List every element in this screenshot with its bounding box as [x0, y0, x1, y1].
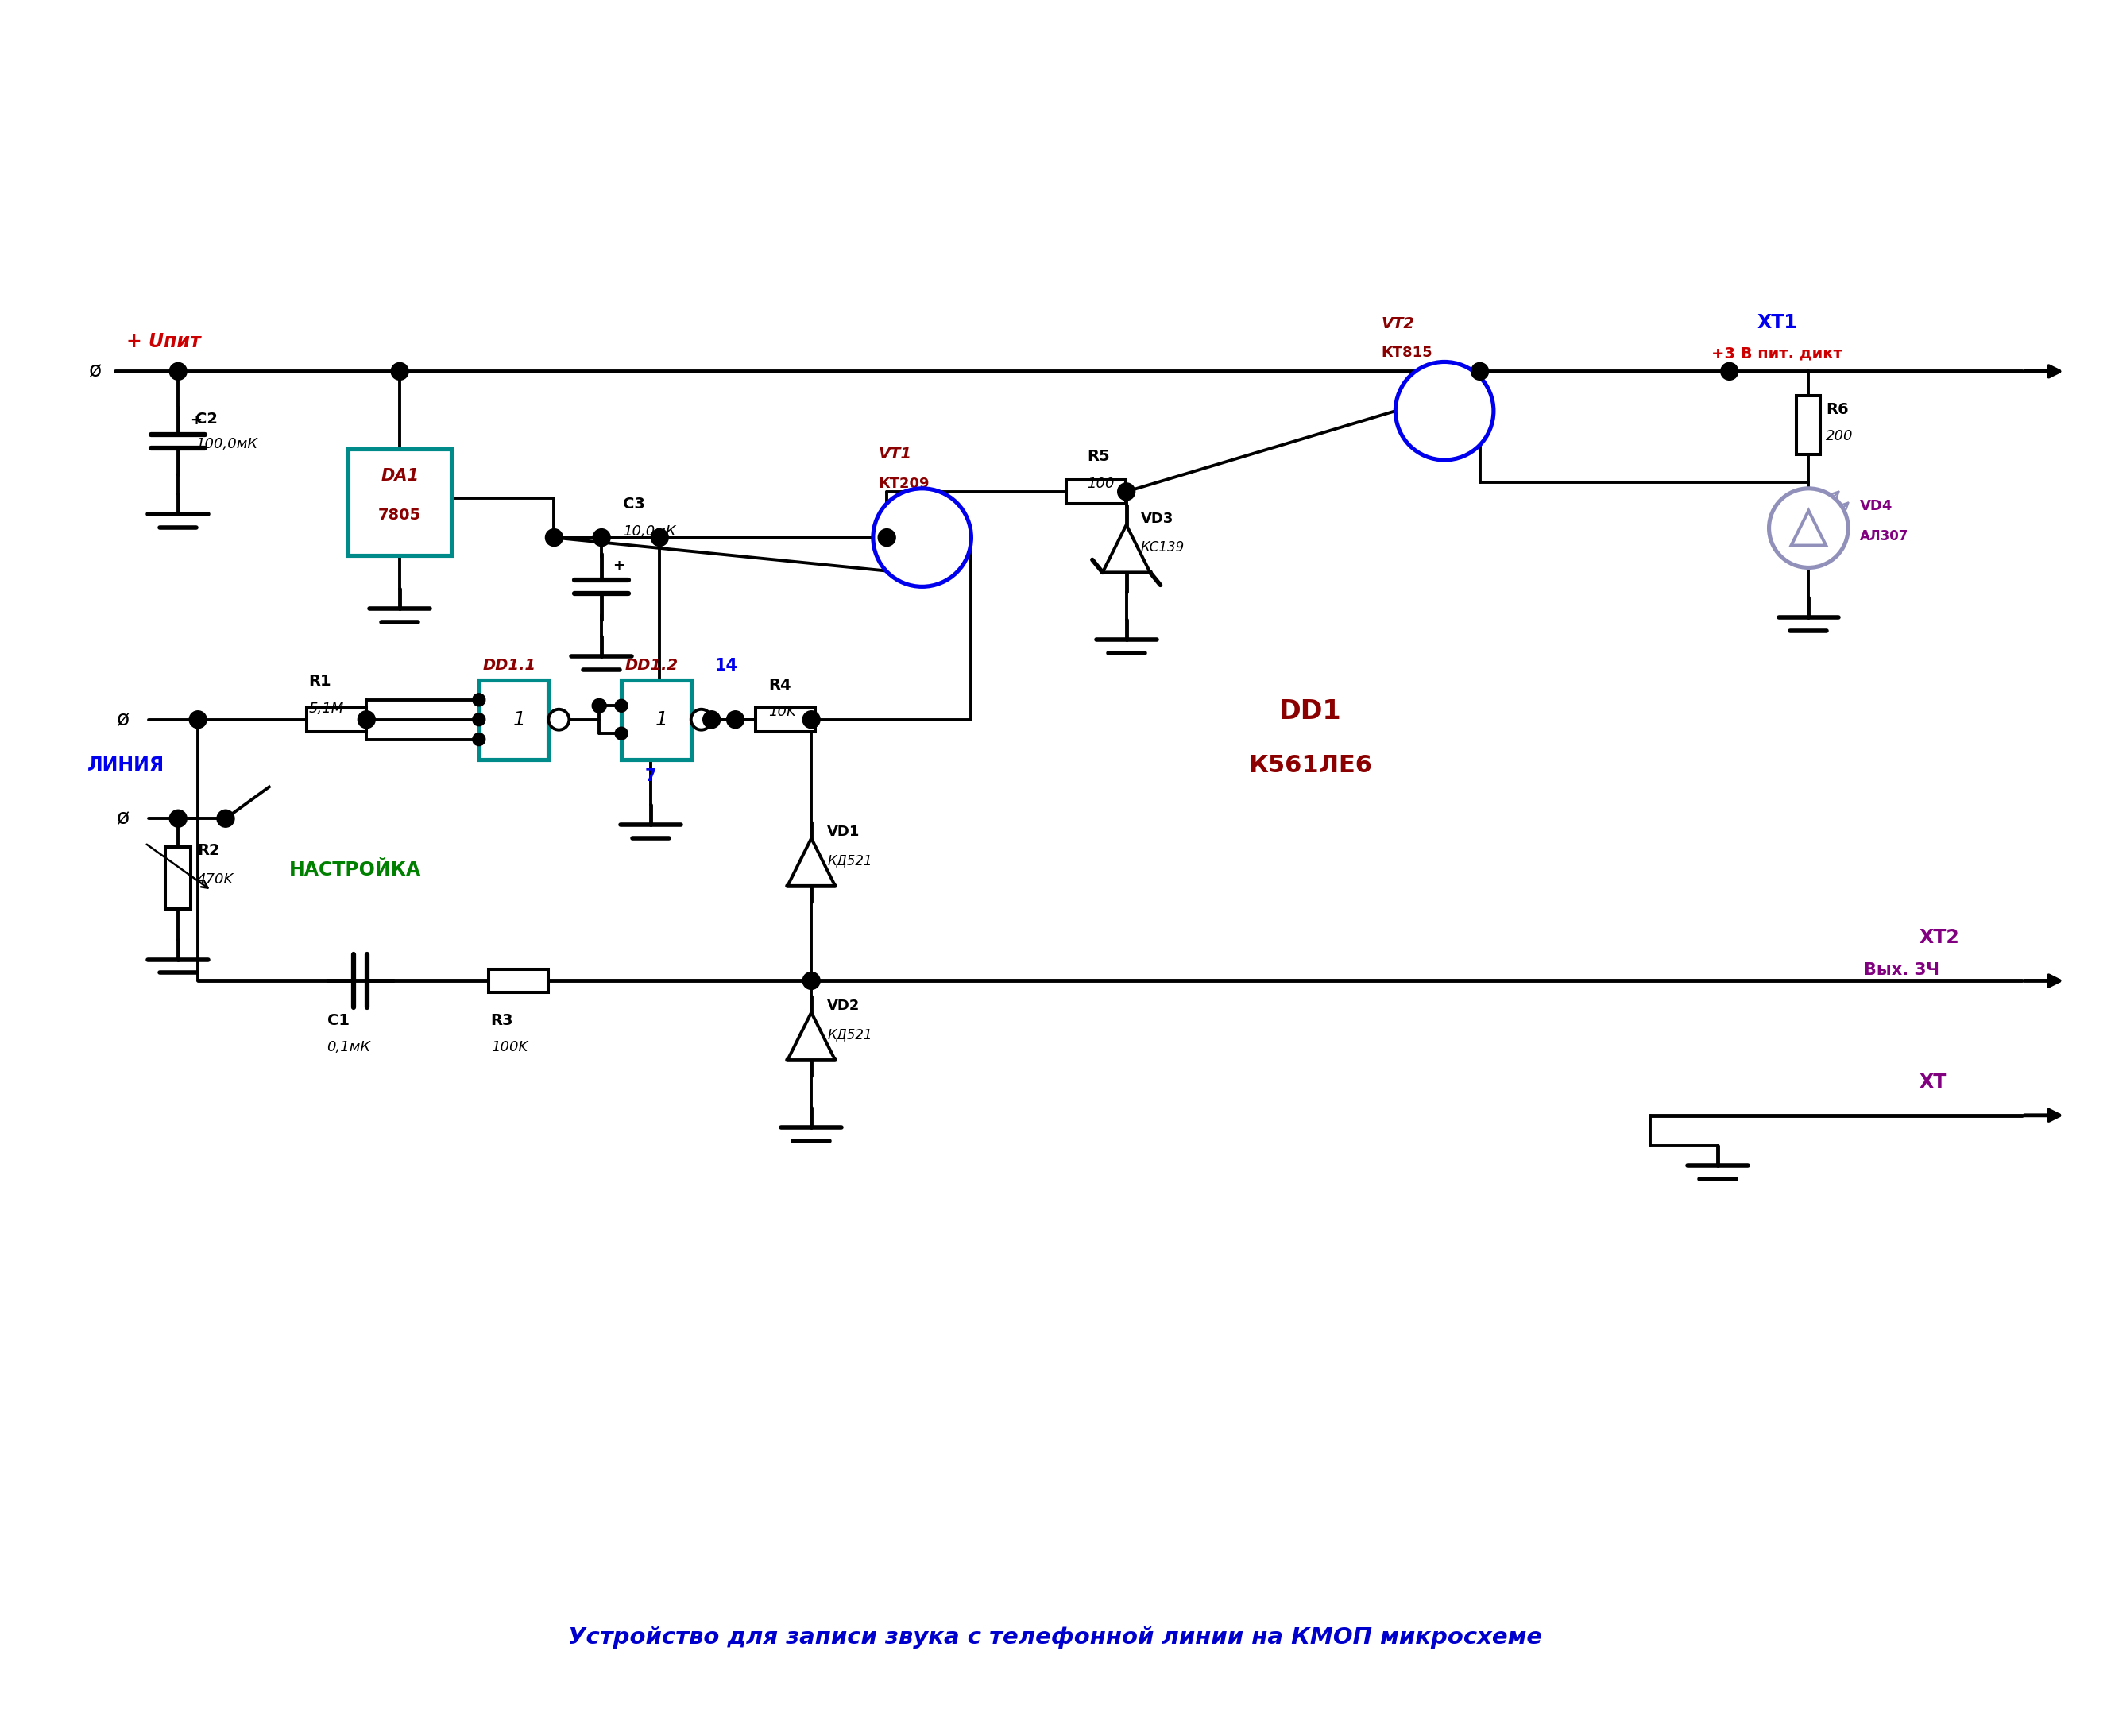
Text: ЛИНИЯ: ЛИНИЯ	[87, 755, 165, 774]
Text: КД521: КД521	[828, 1028, 872, 1042]
Circle shape	[1395, 361, 1495, 460]
Text: 7805: 7805	[378, 509, 422, 523]
Text: C1: C1	[327, 1012, 348, 1028]
Text: 14: 14	[716, 658, 739, 674]
Text: 10K: 10K	[768, 705, 796, 719]
Text: ХТ: ХТ	[1919, 1073, 1946, 1092]
Text: АЛ307: АЛ307	[1860, 529, 1908, 543]
Bar	[621, 681, 690, 759]
Circle shape	[878, 529, 895, 547]
Circle shape	[650, 529, 669, 547]
Text: 1: 1	[657, 710, 667, 729]
Text: 100,0мК: 100,0мК	[196, 437, 258, 451]
Text: 1: 1	[513, 710, 526, 729]
Circle shape	[874, 488, 971, 587]
Text: 100K: 100K	[490, 1040, 528, 1054]
Text: R4: R4	[768, 679, 792, 693]
Text: R6: R6	[1826, 401, 1849, 417]
Polygon shape	[787, 838, 836, 885]
Text: ø: ø	[89, 361, 101, 382]
Polygon shape	[1102, 524, 1150, 573]
Circle shape	[473, 713, 486, 726]
Circle shape	[1720, 363, 1737, 380]
Text: R2: R2	[196, 842, 220, 858]
Text: 5,1M: 5,1M	[308, 701, 344, 715]
Circle shape	[473, 733, 486, 746]
Text: +: +	[190, 413, 201, 427]
Bar	[490, 969, 549, 993]
Circle shape	[703, 710, 720, 729]
Polygon shape	[787, 1012, 836, 1061]
Text: НАСТРОЙКА: НАСТРОЙКА	[289, 861, 420, 880]
Text: VT2: VT2	[1381, 316, 1414, 332]
Text: 100: 100	[1087, 477, 1115, 491]
Circle shape	[169, 809, 188, 828]
Text: + Uпит: + Uпит	[127, 332, 201, 351]
Bar	[348, 450, 452, 556]
Circle shape	[473, 693, 486, 707]
Text: +: +	[612, 559, 625, 573]
Text: +3 В пит. дикт: +3 В пит. дикт	[1712, 345, 1843, 361]
Text: DD1: DD1	[1279, 698, 1340, 726]
Text: R3: R3	[490, 1012, 513, 1028]
Circle shape	[169, 363, 188, 380]
Text: ø: ø	[116, 710, 129, 729]
Circle shape	[614, 727, 627, 740]
Circle shape	[614, 700, 627, 712]
Text: R5: R5	[1087, 450, 1110, 464]
Text: DA1: DA1	[380, 469, 418, 484]
Bar	[1796, 396, 1820, 455]
Circle shape	[593, 529, 610, 547]
Circle shape	[1471, 363, 1488, 380]
Circle shape	[391, 363, 407, 380]
Circle shape	[1769, 488, 1847, 568]
Circle shape	[690, 710, 711, 729]
Text: ø: ø	[116, 809, 129, 828]
Text: R1: R1	[308, 674, 331, 689]
Text: VD4: VD4	[1860, 498, 1894, 514]
Text: DD1.1: DD1.1	[483, 658, 536, 674]
Text: КС139: КС139	[1140, 540, 1184, 554]
Text: Устройство для записи звука с телефонной линии на КМОП микросхеме: Устройство для записи звука с телефонной…	[568, 1627, 1543, 1649]
Text: 10,0мК: 10,0мК	[623, 524, 676, 538]
Circle shape	[359, 710, 376, 729]
Circle shape	[726, 710, 743, 729]
Text: VD3: VD3	[1140, 512, 1174, 526]
Text: 200: 200	[1826, 429, 1853, 443]
Polygon shape	[1790, 510, 1826, 545]
Circle shape	[591, 698, 606, 713]
Circle shape	[190, 710, 207, 729]
Text: DD1.2: DD1.2	[625, 658, 678, 674]
Text: VT1: VT1	[878, 446, 912, 462]
Text: C3: C3	[623, 496, 646, 512]
Bar	[306, 708, 365, 731]
Text: КТ209: КТ209	[878, 477, 929, 491]
Text: VD1: VD1	[828, 825, 859, 838]
Text: 7: 7	[644, 769, 657, 785]
Circle shape	[545, 529, 564, 547]
Circle shape	[549, 710, 570, 729]
Circle shape	[1117, 483, 1136, 500]
Bar	[165, 847, 190, 908]
Bar	[756, 708, 815, 731]
Text: К561ЛЕ6: К561ЛЕ6	[1248, 753, 1372, 778]
Text: C2: C2	[196, 411, 217, 427]
Text: 0,1мК: 0,1мК	[327, 1040, 372, 1054]
Text: VD2: VD2	[828, 998, 859, 1014]
Text: 470K: 470K	[196, 871, 234, 887]
Text: ХТ2: ХТ2	[1919, 927, 1959, 946]
Circle shape	[217, 809, 234, 828]
Text: ХТ1: ХТ1	[1756, 312, 1796, 332]
Text: КД521: КД521	[828, 854, 872, 868]
Circle shape	[802, 972, 819, 990]
Text: КТ815: КТ815	[1381, 345, 1433, 361]
Text: Вых. ЗЧ: Вых. ЗЧ	[1864, 962, 1940, 977]
Circle shape	[802, 710, 819, 729]
Bar	[1066, 479, 1125, 503]
Bar	[479, 681, 549, 759]
